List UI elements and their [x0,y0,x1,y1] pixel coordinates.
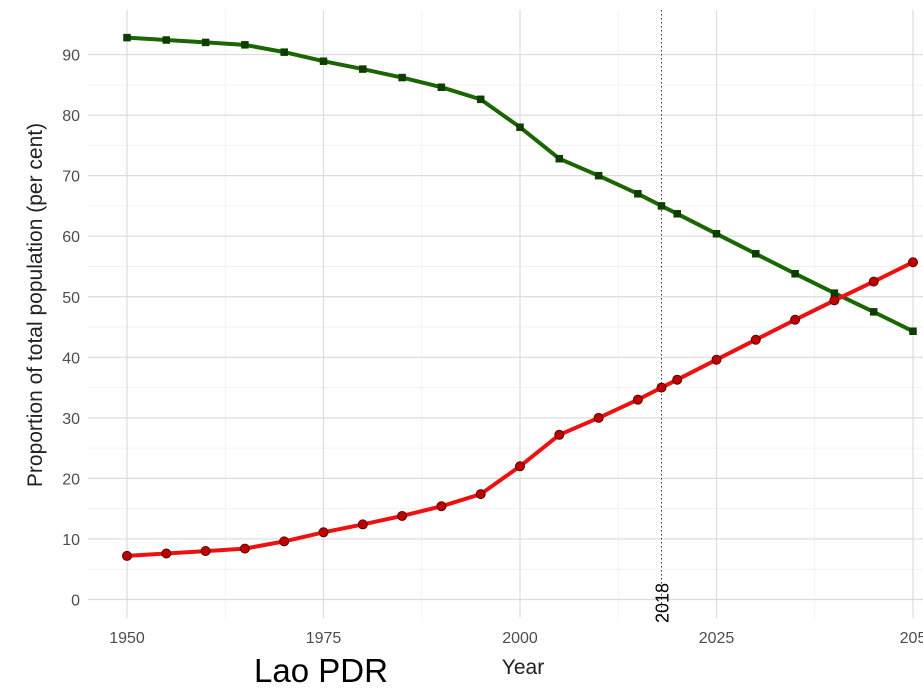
y-axis-ticks: 0 10 20 30 40 50 60 70 80 90 [62,48,80,610]
series-group [122,33,918,561]
series-0-point [791,269,799,278]
y-tick-label: 20 [62,471,80,488]
series-1-point [161,548,172,559]
series-0-point [123,33,131,42]
x-tick-label: 1950 [109,630,145,647]
series-0-point [909,327,917,336]
series-0-point [162,36,171,44]
series-0-point [657,202,666,210]
y-tick-label: 30 [62,411,80,428]
y-tick-label: 60 [62,229,80,246]
reference-line-group: 2018 [652,10,672,623]
series-0-point [673,210,681,218]
y-tick-label: 40 [62,350,80,367]
y-tick-label: 50 [62,290,80,307]
series-1-point [397,510,408,521]
series-0-point [398,73,406,82]
series-0-point [241,41,249,49]
series-1-point [656,382,667,393]
series-0-point [280,48,288,56]
y-tick-label: 0 [71,593,80,610]
series-1-point [908,257,918,268]
series-1-point [200,546,211,557]
series-1-point [122,550,132,561]
series-1-point [829,295,840,306]
series-1-point [436,501,447,512]
series-0-point [359,65,367,73]
x-axis-title: Year [502,656,544,679]
grid-lines [88,10,923,618]
x-axis-ticks: 1950 1975 2000 2025 205 [109,630,923,647]
series-1-point [475,489,486,500]
series-0-point [516,123,524,131]
series-1-point [318,527,329,538]
series-0-point [634,190,642,198]
y-tick-label: 10 [62,532,80,549]
y-tick-label: 70 [62,169,80,186]
series-1-point [868,276,879,287]
x-tick-label: 205 [900,630,923,647]
series-0-point [201,38,210,47]
series-0-point [319,57,328,65]
series-0-point [752,250,760,258]
reference-line-label: 2018 [652,583,672,623]
series-1-point [750,334,761,345]
series-0-point [869,308,878,316]
x-tick-label: 1975 [306,630,342,647]
series-1-point [790,314,801,325]
series-1-point [711,354,722,365]
series-1-point [593,412,604,423]
y-tick-label: 80 [62,108,80,125]
series-0-line [125,35,915,334]
y-axis-title: Proportion of total population (per cent… [24,123,47,487]
series-0-point [594,171,603,180]
series-1-line [125,260,915,558]
series-0-point [555,154,564,163]
series-1-point [554,429,565,440]
country-caption: Lao PDR [254,652,388,689]
series-1-point [632,394,643,405]
series-1-point [357,519,368,530]
x-tick-label: 2025 [699,630,735,647]
series-0-point [437,83,446,91]
series-1-point [672,374,683,385]
x-tick-label: 2000 [502,630,538,647]
series-0-point [712,230,721,238]
series-1-point [515,461,525,472]
series-1-point [279,536,290,547]
y-tick-label: 90 [62,48,80,65]
series-0-point [476,95,485,104]
series-1-point [239,543,250,554]
